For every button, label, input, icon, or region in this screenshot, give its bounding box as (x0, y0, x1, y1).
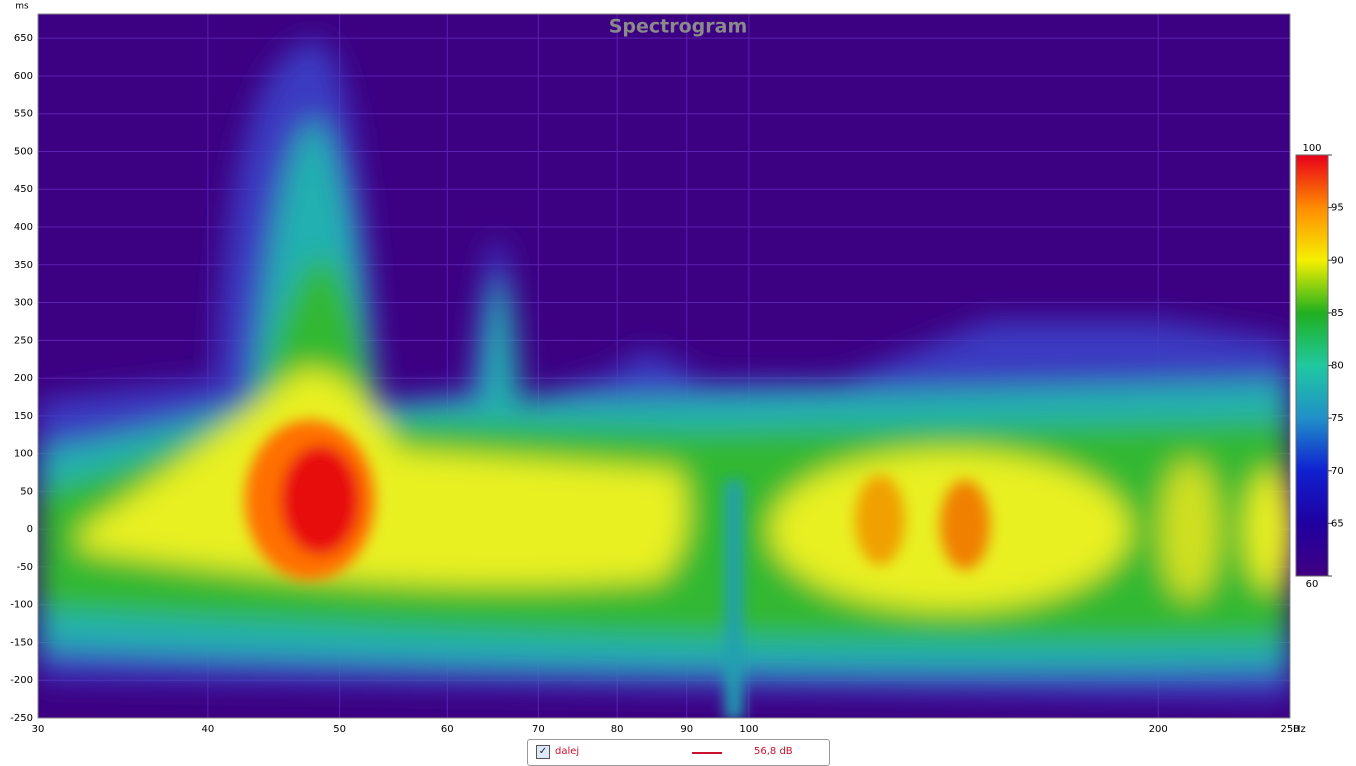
y-tick-label: -150 (10, 637, 33, 648)
colorbar-tick-label: 80 (1331, 361, 1344, 372)
x-tick-label: 40 (202, 724, 215, 735)
y-tick-label: 350 (14, 260, 33, 271)
y-tick-label: 550 (14, 109, 33, 120)
y-tick-label: 450 (14, 184, 33, 195)
x-tick-label: 60 (441, 724, 454, 735)
legend-line (692, 752, 722, 754)
y-tick-label: -100 (10, 600, 33, 611)
x-tick-label: 80 (611, 724, 624, 735)
y-tick-label: 200 (14, 373, 33, 384)
y-tick-label: -200 (10, 675, 33, 686)
colorbar-tick-label: 95 (1331, 203, 1344, 214)
y-tick-label: 0 (27, 524, 33, 535)
colorbar-tick-label: 65 (1331, 518, 1344, 529)
colorbar-tick-label: 90 (1331, 255, 1344, 266)
legend-checkbox[interactable]: ✓ (536, 745, 550, 759)
y-tick-label: 250 (14, 335, 33, 346)
chart-title: Spectrogram (609, 16, 748, 38)
colorbar-tick-label: 100 (1302, 143, 1321, 154)
chart: Spectrogram ms Hz 6506005505004504003503… (10, 2, 1344, 736)
y-tick-label: -250 (10, 713, 33, 724)
x-tick-label: 30 (32, 724, 45, 735)
x-tick-label: 70 (532, 724, 545, 735)
legend-name: dalej (555, 746, 580, 757)
y-axis-label: ms (15, 2, 29, 12)
y-tick-label: 500 (14, 146, 33, 157)
legend-value: 56,8 dB (754, 746, 793, 757)
plot-frame (37, 13, 1291, 719)
y-tick-label: 50 (20, 486, 33, 497)
y-tick-label: 400 (14, 222, 33, 233)
legend: ✓ dalej 56,8 dB (527, 739, 830, 766)
y-tick-label: 600 (14, 71, 33, 82)
colorbar (1295, 154, 1329, 577)
x-tick-label: 200 (1149, 724, 1168, 735)
spectrogram-image (38, 40, 1290, 718)
y-tick-label: -50 (17, 562, 33, 573)
y-tick-label: 150 (14, 411, 33, 422)
x-tick-label: 250 (1280, 724, 1299, 735)
x-tick-label: 100 (739, 724, 758, 735)
y-tick-label: 650 (14, 33, 33, 44)
x-tick-label: 90 (680, 724, 693, 735)
colorbar-tick-label: 70 (1331, 466, 1344, 477)
colorbar-tick-label: 75 (1331, 413, 1344, 424)
y-tick-label: 300 (14, 298, 33, 309)
x-axis-label: Hz (1293, 724, 1306, 735)
x-tick-label: 50 (333, 724, 346, 735)
y-tick-label: 100 (14, 449, 33, 460)
colorbar-tick-label: 85 (1331, 308, 1344, 319)
colorbar-tick-label: 60 (1306, 579, 1319, 590)
